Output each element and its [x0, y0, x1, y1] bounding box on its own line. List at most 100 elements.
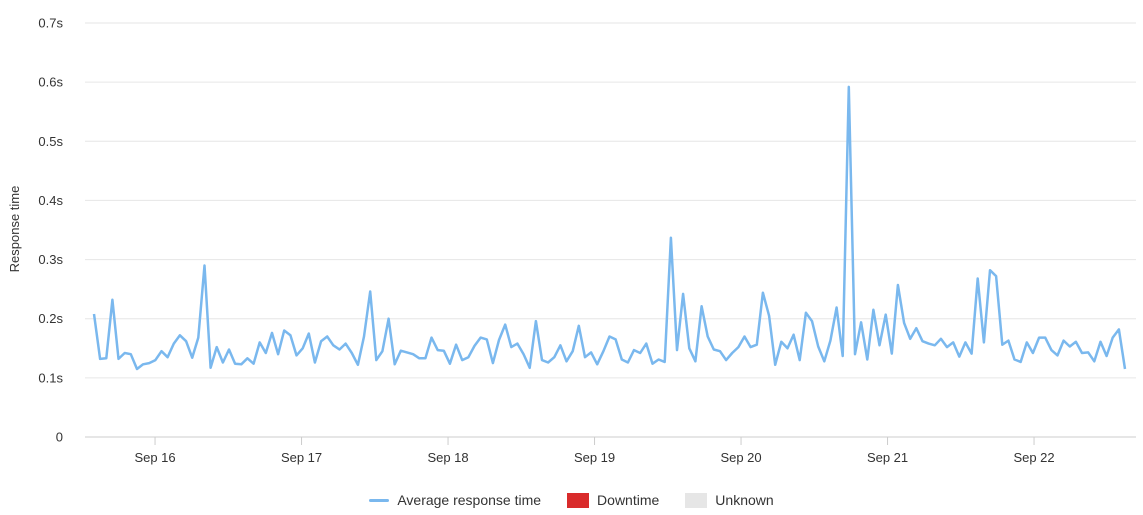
data-point[interactable]	[975, 275, 981, 281]
data-point[interactable]	[613, 336, 619, 342]
data-point[interactable]	[159, 348, 165, 354]
data-point[interactable]	[361, 333, 367, 339]
data-point[interactable]	[208, 365, 214, 371]
series-line-average-response-time[interactable]	[92, 85, 1127, 371]
data-point[interactable]	[711, 346, 717, 352]
data-point[interactable]	[564, 358, 570, 364]
data-point[interactable]	[766, 313, 772, 319]
data-point[interactable]	[447, 361, 453, 367]
data-point[interactable]	[336, 346, 342, 352]
data-point[interactable]	[306, 331, 312, 337]
data-point[interactable]	[692, 358, 698, 364]
data-point[interactable]	[662, 359, 668, 365]
data-point[interactable]	[1091, 358, 1097, 364]
data-point[interactable]	[275, 351, 281, 357]
data-point[interactable]	[392, 361, 398, 367]
data-point[interactable]	[778, 339, 784, 345]
data-point[interactable]	[318, 338, 324, 344]
data-point[interactable]	[263, 350, 269, 356]
data-point[interactable]	[324, 333, 330, 339]
data-point[interactable]	[1116, 326, 1122, 332]
data-point[interactable]	[183, 338, 189, 344]
data-point[interactable]	[478, 335, 484, 341]
data-point[interactable]	[834, 304, 840, 310]
data-point[interactable]	[754, 342, 760, 348]
data-point[interactable]	[1030, 350, 1036, 356]
data-point[interactable]	[312, 359, 318, 365]
data-point[interactable]	[244, 355, 250, 361]
data-point[interactable]	[699, 303, 705, 309]
data-point[interactable]	[895, 282, 901, 288]
data-point[interactable]	[809, 318, 815, 324]
data-point[interactable]	[723, 357, 729, 363]
data-point[interactable]	[496, 337, 502, 343]
data-point[interactable]	[877, 342, 883, 348]
data-point[interactable]	[140, 361, 146, 367]
data-point[interactable]	[146, 360, 152, 366]
data-point[interactable]	[508, 344, 514, 350]
data-point[interactable]	[1024, 339, 1030, 345]
data-point[interactable]	[171, 341, 177, 347]
data-point[interactable]	[429, 335, 435, 341]
data-point[interactable]	[214, 344, 220, 350]
data-point[interactable]	[330, 342, 336, 348]
data-point[interactable]	[514, 341, 520, 347]
data-point[interactable]	[557, 342, 563, 348]
data-point[interactable]	[300, 345, 306, 351]
data-point[interactable]	[889, 351, 895, 357]
data-point[interactable]	[969, 351, 975, 357]
data-point[interactable]	[1054, 352, 1060, 358]
data-point[interactable]	[343, 341, 349, 347]
data-point[interactable]	[238, 361, 244, 367]
data-point[interactable]	[643, 341, 649, 347]
data-point[interactable]	[815, 344, 821, 350]
data-point[interactable]	[1104, 353, 1110, 359]
data-point[interactable]	[373, 357, 379, 363]
data-point[interactable]	[926, 341, 932, 347]
data-point[interactable]	[588, 349, 594, 355]
data-point[interactable]	[355, 362, 361, 368]
data-point[interactable]	[116, 356, 122, 362]
data-point[interactable]	[484, 336, 490, 342]
data-point[interactable]	[705, 333, 711, 339]
data-point[interactable]	[226, 346, 232, 352]
data-point[interactable]	[1036, 335, 1042, 341]
data-point[interactable]	[570, 348, 576, 354]
data-point[interactable]	[717, 348, 723, 354]
data-point[interactable]	[551, 354, 557, 360]
data-point[interactable]	[987, 267, 993, 273]
data-point[interactable]	[287, 332, 293, 338]
data-point[interactable]	[742, 333, 748, 339]
data-point[interactable]	[1067, 344, 1073, 350]
data-point[interactable]	[422, 355, 428, 361]
data-point[interactable]	[950, 339, 956, 345]
data-point[interactable]	[386, 316, 392, 322]
data-point[interactable]	[453, 342, 459, 348]
data-point[interactable]	[864, 357, 870, 363]
data-point[interactable]	[932, 342, 938, 348]
data-point[interactable]	[1073, 339, 1079, 345]
data-point[interactable]	[1061, 338, 1067, 344]
data-point[interactable]	[656, 357, 662, 363]
data-point[interactable]	[944, 344, 950, 350]
data-point[interactable]	[993, 273, 999, 279]
data-point[interactable]	[416, 355, 422, 361]
data-point[interactable]	[459, 357, 465, 363]
data-point[interactable]	[232, 361, 238, 367]
data-point[interactable]	[349, 350, 355, 356]
legend-item-downtime[interactable]: Downtime	[567, 492, 659, 508]
data-point[interactable]	[748, 344, 754, 350]
data-point[interactable]	[883, 312, 889, 318]
data-point[interactable]	[398, 348, 404, 354]
data-point[interactable]	[165, 354, 171, 360]
data-point[interactable]	[269, 330, 275, 336]
data-point[interactable]	[97, 356, 103, 362]
data-point[interactable]	[637, 350, 643, 356]
data-point[interactable]	[294, 352, 300, 358]
data-point[interactable]	[619, 357, 625, 363]
data-point[interactable]	[471, 343, 477, 349]
data-point[interactable]	[91, 311, 97, 317]
data-point[interactable]	[760, 290, 766, 296]
data-point[interactable]	[1079, 350, 1085, 356]
data-point[interactable]	[441, 348, 447, 354]
